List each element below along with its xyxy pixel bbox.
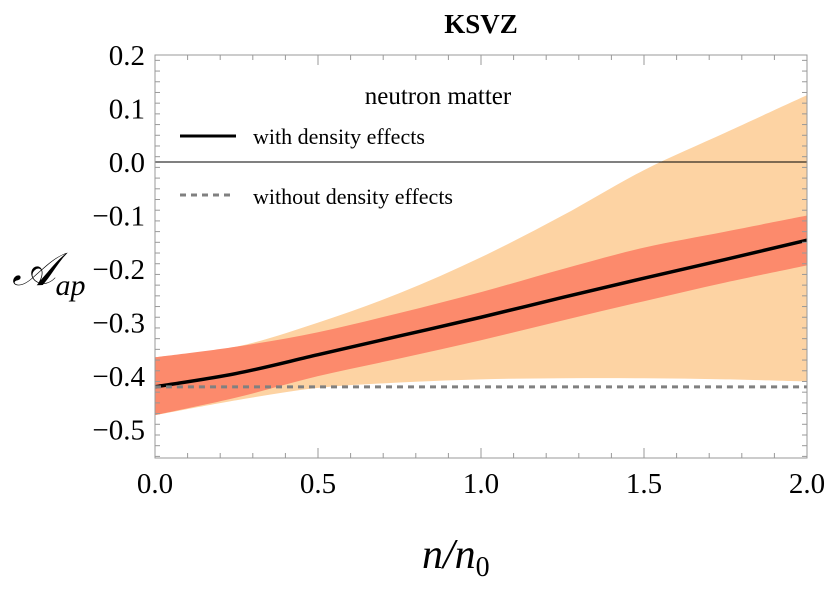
- y-tick-label: −0.5: [92, 415, 145, 447]
- legend: with density effects without density eff…: [180, 124, 453, 209]
- series-line-0: [154, 238, 808, 389]
- x-tick-label: 0.5: [300, 468, 336, 500]
- y-tick-label: −0.1: [92, 201, 145, 233]
- y-axis-label-sub: ap: [56, 269, 86, 302]
- x-tick-label: 0.0: [137, 468, 173, 500]
- x-axis-label: n/n0: [422, 532, 490, 583]
- x-tick-label: 1.5: [626, 468, 662, 500]
- chart-title: KSVZ: [444, 9, 518, 39]
- legend-label-without: without density effects: [253, 184, 453, 209]
- x-axis-label-sub: 0: [476, 552, 490, 583]
- y-tick-label: 0.2: [109, 40, 145, 72]
- y-tick-label: −0.4: [92, 361, 145, 393]
- x-tick-label: 1.0: [463, 468, 499, 500]
- y-tick-label: 0.1: [109, 94, 145, 126]
- y-axis-label: 𝒜ap: [12, 244, 86, 302]
- annotation: neutron matter: [365, 83, 512, 110]
- uncertainty-band-1: [155, 215, 807, 416]
- y-tick-label: −0.3: [92, 308, 145, 340]
- x-tick-label: 2.0: [789, 468, 825, 500]
- y-tick-label: −0.2: [92, 254, 145, 286]
- legend-label-with: with density effects: [253, 124, 425, 149]
- y-tick-label: 0.0: [109, 147, 145, 179]
